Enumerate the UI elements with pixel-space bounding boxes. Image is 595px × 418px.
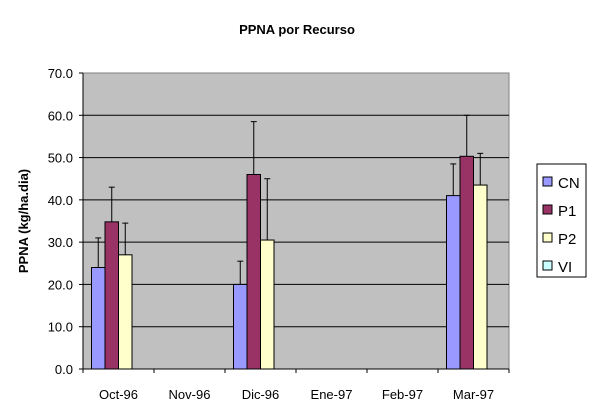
x-tick-label: Mar-97 xyxy=(453,387,494,402)
y-tick-label: 40.0 xyxy=(48,193,73,208)
x-tick-label: Oct-96 xyxy=(99,387,138,402)
plot-area xyxy=(82,72,510,370)
bar-p2 xyxy=(473,184,488,370)
gridlines xyxy=(83,114,509,328)
x-tick-label: Dic-96 xyxy=(242,387,280,402)
legend-label-vi: VI xyxy=(558,259,572,276)
y-tick-label: 20.0 xyxy=(48,277,73,292)
bar-cn xyxy=(91,267,106,370)
legend-label-p1: P1 xyxy=(558,203,576,220)
y-axis-label: PPNA (kg/ha.dia) xyxy=(16,169,31,273)
legend-label-cn: CN xyxy=(558,175,580,192)
legend-label-p2: P2 xyxy=(558,231,576,248)
bars xyxy=(91,155,488,370)
x-axis-ticks: Oct-96 Nov-96 Dic-96 Ene-97 Feb-97 Mar-97 xyxy=(82,369,510,402)
legend: CN P1 P2 VI xyxy=(536,163,587,278)
chart-title: PPNA por Recurso xyxy=(239,22,355,37)
bar-p1 xyxy=(246,173,261,370)
y-tick-label: 50.0 xyxy=(48,151,73,166)
bar-p1 xyxy=(459,155,474,370)
bar-p2 xyxy=(260,239,275,370)
bar-p1 xyxy=(104,221,119,370)
legend-swatch-cn xyxy=(542,176,553,187)
y-tick-label: 70.0 xyxy=(48,66,73,81)
y-tick-label: 0.0 xyxy=(55,362,73,377)
y-tick-label: 10.0 xyxy=(48,320,73,335)
x-tick-label: Ene-97 xyxy=(311,387,353,402)
y-tick-label: 60.0 xyxy=(48,108,73,123)
legend-swatch-vi xyxy=(542,260,553,271)
bar-cn xyxy=(233,283,248,370)
legend-swatch-p2 xyxy=(542,232,553,243)
error-bars xyxy=(95,114,484,285)
bar-p2 xyxy=(118,254,133,370)
y-tick-label: 30.0 xyxy=(48,235,73,250)
x-tick-label: Feb-97 xyxy=(382,387,423,402)
x-tick-label: Nov-96 xyxy=(169,387,211,402)
legend-swatch-p1 xyxy=(542,204,553,215)
bar-cn xyxy=(446,195,461,370)
